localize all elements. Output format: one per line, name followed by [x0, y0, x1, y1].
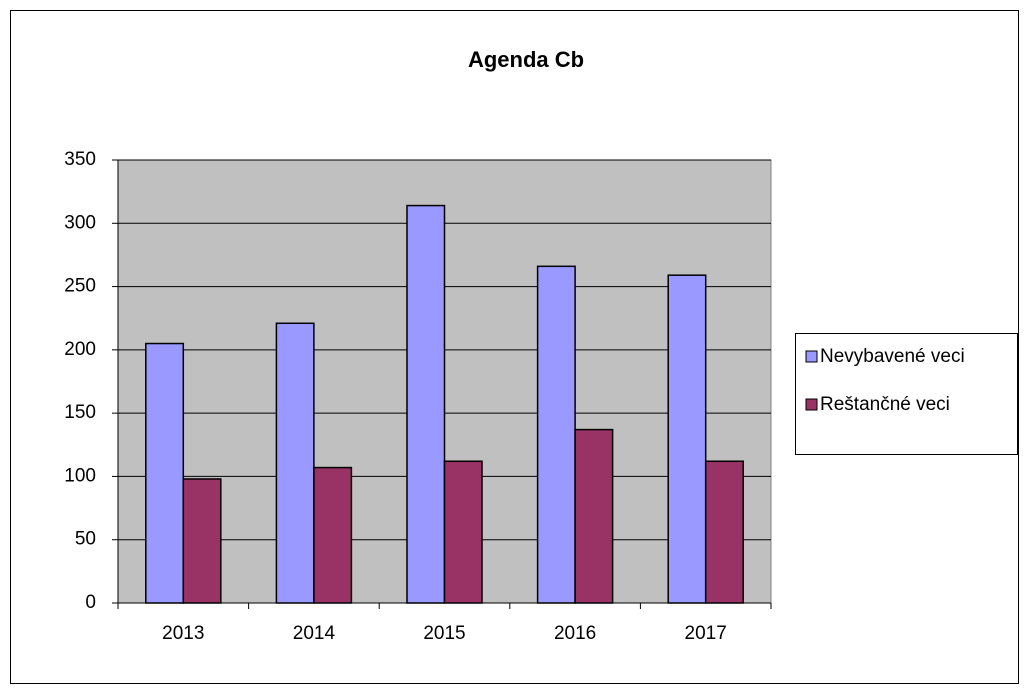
legend-box	[795, 333, 1018, 455]
bar	[313, 466, 353, 604]
x-tick-label: 2016	[554, 623, 596, 644]
chart-title: Agenda Cb	[468, 47, 584, 72]
x-tick-label: 2014	[293, 623, 336, 644]
bar	[182, 478, 222, 604]
bar	[406, 204, 446, 604]
legend-label: Reštančné veci	[820, 394, 950, 415]
bar	[667, 274, 707, 604]
y-tick-label: 50	[75, 529, 96, 550]
legend-swatch	[805, 398, 818, 411]
bar	[536, 265, 576, 604]
y-tick-label: 350	[64, 149, 96, 170]
y-tick-label: 100	[64, 465, 96, 486]
x-tick-label: 2013	[162, 623, 204, 644]
bar	[275, 322, 315, 604]
x-tick-label: 2015	[423, 623, 465, 644]
y-tick-label: 300	[64, 212, 96, 233]
y-tick-label: 200	[64, 339, 96, 360]
bar	[145, 342, 185, 604]
bar	[443, 460, 483, 604]
legend-swatch	[805, 350, 818, 363]
x-tick-label: 2017	[685, 623, 727, 644]
y-tick-label: 250	[64, 276, 96, 297]
legend-label: Nevybavené veci	[820, 346, 965, 367]
y-tick-label: 0	[85, 592, 96, 613]
y-tick-label: 150	[64, 402, 96, 423]
bar	[704, 460, 744, 604]
bar	[574, 428, 614, 604]
